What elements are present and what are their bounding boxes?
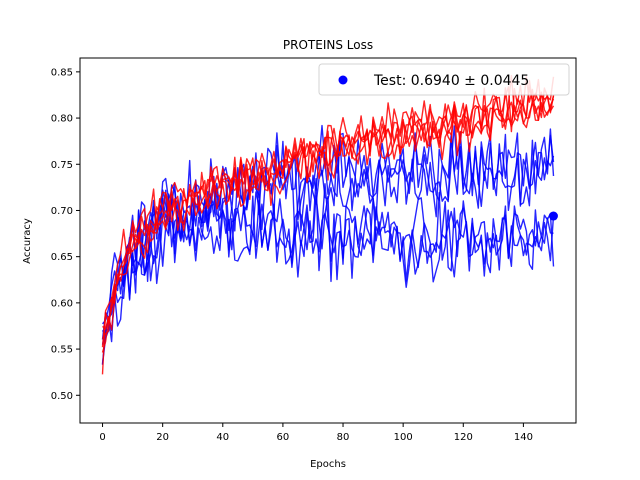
y-tick-label: 0.65 <box>51 252 73 263</box>
series-lines <box>101 74 555 375</box>
y-axis-label: Accuracy <box>22 218 33 264</box>
train-series-line <box>102 91 555 331</box>
y-tick-label: 0.85 <box>51 67 73 78</box>
x-tick-label: 20 <box>156 432 169 443</box>
y-tick-label: 0.50 <box>51 391 73 402</box>
legend-entry: Test: 0.6940 ± 0.0445 <box>373 73 529 89</box>
x-tick-label: 0 <box>99 432 105 443</box>
x-tick-label: 40 <box>216 432 229 443</box>
validation-series-line <box>101 177 554 364</box>
y-tick-label: 0.55 <box>51 345 73 356</box>
x-axis-ticks: 0 20 40 60 80 100 120 140 <box>99 423 533 443</box>
train-series-line <box>101 76 555 339</box>
x-tick-label: 120 <box>454 432 473 443</box>
chart-title: PROTEINS Loss <box>283 38 373 52</box>
y-tick-label: 0.75 <box>51 160 73 171</box>
y-axis-ticks: 0.50 0.55 0.60 0.65 0.70 0.75 0.80 0.85 <box>51 67 80 402</box>
legend-box <box>318 63 570 96</box>
x-tick-label: 80 <box>337 432 350 443</box>
legend: Test: 0.6940 ± 0.0445 <box>318 63 570 96</box>
y-tick-label: 0.70 <box>51 206 73 217</box>
x-axis-label: Epochs <box>310 459 346 470</box>
test-point <box>548 211 558 221</box>
x-tick-label: 100 <box>394 432 413 443</box>
legend-marker <box>338 75 348 85</box>
plot-frame <box>79 57 577 424</box>
train-series-line <box>101 76 555 348</box>
y-tick-label: 0.60 <box>51 298 73 309</box>
data-points <box>548 211 558 221</box>
x-tick-label: 140 <box>514 432 533 443</box>
x-tick-label: 60 <box>277 432 290 443</box>
train-series-line <box>101 74 555 375</box>
y-tick-label: 0.80 <box>51 114 73 125</box>
